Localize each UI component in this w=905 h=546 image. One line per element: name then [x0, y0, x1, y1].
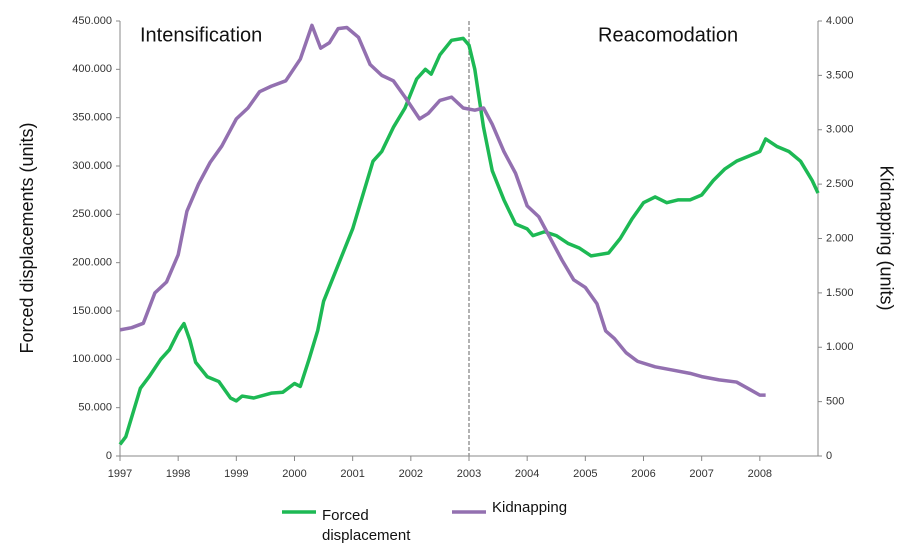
legend-label: Forced displacement	[322, 507, 411, 544]
y2-tick-label: 0	[826, 450, 832, 462]
x-tick-label: 1997	[108, 468, 132, 480]
annotation: Reacomodation	[598, 24, 738, 46]
x-tick-label: 2006	[631, 468, 655, 480]
series-line	[118, 36, 820, 446]
x-tick-label: 2008	[748, 468, 772, 480]
y2-tick-label: 1.000	[826, 341, 854, 353]
y-tick-label: 250.000	[72, 208, 112, 220]
y-tick-label: 150.000	[72, 305, 112, 317]
series-line	[119, 23, 766, 397]
x-tick-label: 2000	[282, 468, 306, 480]
y2-tick-label: 2.000	[826, 232, 854, 244]
y2-tick-label: 2.500	[826, 178, 854, 190]
y-tick-label: 100.000	[72, 353, 112, 365]
legend-label: Kidnapping	[492, 499, 568, 516]
y2-tick-label: 4.000	[826, 15, 854, 27]
x-tick-label: 2007	[689, 468, 713, 480]
y-tick-label: 350.000	[72, 112, 112, 124]
y-axis-label: Forced displacements (units)	[17, 122, 37, 353]
annotation: Intensification	[140, 24, 262, 46]
y-tick-label: 50.000	[78, 402, 112, 414]
y2-tick-label: 1.500	[826, 287, 854, 299]
y-tick-label: 0	[106, 450, 112, 462]
y2-tick-label: 3.000	[826, 124, 854, 136]
x-tick-label: 2002	[399, 468, 423, 480]
x-tick-label: 1999	[224, 468, 248, 480]
y2-tick-label: 500	[826, 396, 844, 408]
y2-axis-label: Kidnapping (units)	[876, 165, 896, 310]
x-tick-label: 2001	[340, 468, 364, 480]
y-tick-label: 450.000	[72, 15, 112, 27]
y2-tick-label: 3.500	[826, 69, 854, 81]
x-tick-label: 1998	[166, 468, 190, 480]
x-tick-label: 2004	[515, 468, 539, 480]
y-tick-label: 400.000	[72, 63, 112, 75]
y-tick-label: 200.000	[72, 257, 112, 269]
y-tick-label: 300.000	[72, 160, 112, 172]
x-tick-label: 2003	[457, 468, 481, 480]
x-tick-label: 2005	[573, 468, 597, 480]
